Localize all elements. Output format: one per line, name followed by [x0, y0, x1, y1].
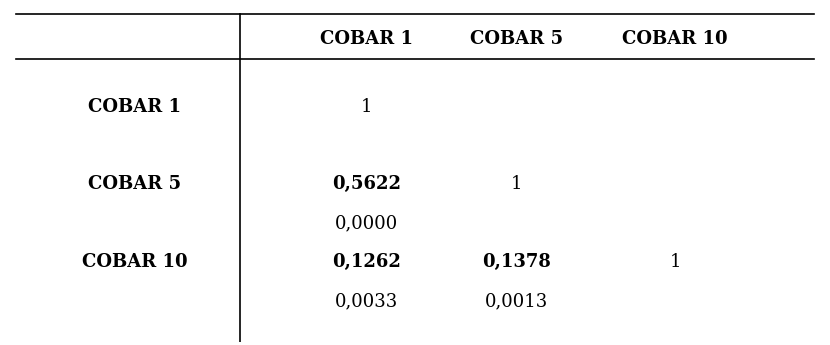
- Text: 0,5622: 0,5622: [332, 175, 401, 193]
- Text: COBAR 1: COBAR 1: [88, 98, 181, 116]
- Text: COBAR 5: COBAR 5: [88, 175, 181, 193]
- Text: 0,0033: 0,0033: [334, 292, 398, 310]
- Text: 1: 1: [511, 175, 522, 193]
- Text: 1: 1: [360, 98, 372, 116]
- Text: 0,0000: 0,0000: [334, 214, 398, 232]
- Text: COBAR 1: COBAR 1: [320, 30, 413, 48]
- Text: COBAR 10: COBAR 10: [81, 253, 188, 271]
- Text: 0,1378: 0,1378: [482, 253, 551, 271]
- Text: 1: 1: [670, 253, 681, 271]
- Text: COBAR 10: COBAR 10: [622, 30, 728, 48]
- Text: COBAR 5: COBAR 5: [470, 30, 564, 48]
- Text: 0,0013: 0,0013: [485, 292, 549, 310]
- Text: 0,1262: 0,1262: [332, 253, 401, 271]
